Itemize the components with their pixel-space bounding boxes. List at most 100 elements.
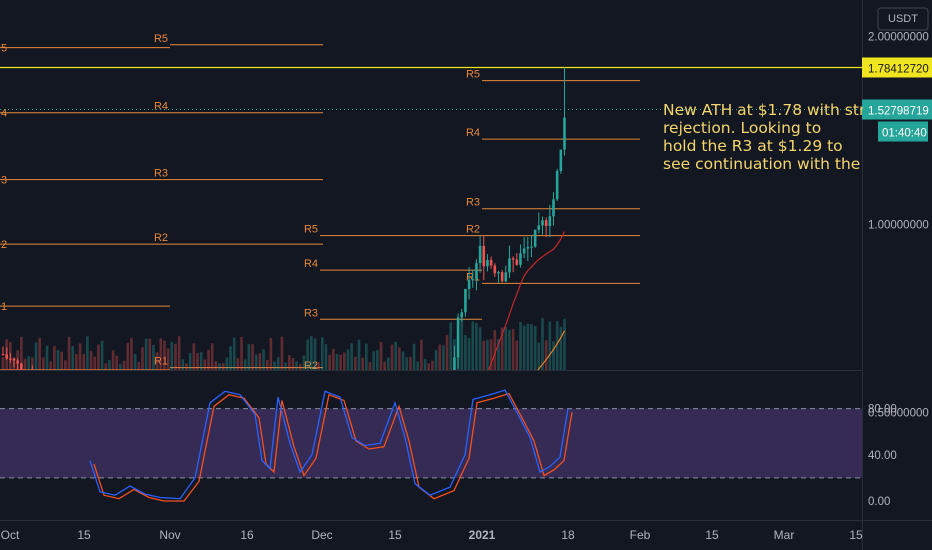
volume-bar xyxy=(192,343,196,370)
pivot-label-r3: R3 xyxy=(0,175,7,187)
volume-bar xyxy=(133,353,137,370)
candle xyxy=(163,482,166,506)
candle-body xyxy=(493,265,497,274)
volume-bar xyxy=(56,350,60,370)
volume-bar xyxy=(236,358,240,370)
candle-body xyxy=(226,537,229,547)
candle xyxy=(35,378,38,390)
volume-bar xyxy=(86,336,89,370)
candle-body xyxy=(222,543,225,548)
volume-bar xyxy=(434,350,438,370)
volume-bars xyxy=(1,318,566,370)
candle-body xyxy=(281,498,284,512)
volume-bar xyxy=(412,343,416,370)
candle-body xyxy=(559,149,563,171)
candle xyxy=(277,493,280,514)
volume-bar xyxy=(343,352,346,370)
volume-bar xyxy=(49,361,53,370)
candle-body xyxy=(233,527,236,532)
candle xyxy=(204,514,207,525)
candle xyxy=(193,501,196,533)
pivot-label-r2: R2 xyxy=(0,239,7,251)
volume-bar xyxy=(258,353,262,370)
candle-body xyxy=(211,536,214,543)
volume-bar xyxy=(328,354,331,370)
candle-body xyxy=(471,279,475,281)
pivot-set-dec: R5R4R3R2R1P xyxy=(304,224,482,370)
candle xyxy=(555,168,559,202)
pivot-label-r2: R2 xyxy=(154,232,168,244)
volume-bar xyxy=(262,349,265,370)
candle xyxy=(489,256,493,269)
pivot-label-r3: R3 xyxy=(154,168,168,180)
volume-bar xyxy=(504,327,508,370)
volume-bar xyxy=(508,329,511,370)
candle-body xyxy=(149,485,152,486)
volume-bar xyxy=(449,322,453,370)
candle xyxy=(262,504,265,531)
candle-body xyxy=(182,509,185,519)
candle-body xyxy=(464,288,467,313)
candle xyxy=(200,520,203,535)
candle-body xyxy=(522,248,526,254)
volume-bar xyxy=(53,345,56,370)
volume-bar xyxy=(97,344,100,370)
volume-bar xyxy=(467,338,471,370)
volume-bar xyxy=(372,351,375,370)
candle-body xyxy=(526,247,530,249)
volume-bar xyxy=(350,343,353,370)
pivot-set-oct: R5R4R3R2R1P xyxy=(0,43,170,370)
volume-bar xyxy=(460,318,464,370)
candle xyxy=(1,346,5,356)
candle-body xyxy=(504,272,508,282)
candle xyxy=(9,353,12,363)
candle xyxy=(42,378,45,405)
volume-bar xyxy=(207,349,210,370)
volume-bar xyxy=(302,355,306,370)
time-tick-label: 15 xyxy=(77,528,91,542)
candle-body xyxy=(9,358,12,360)
candle-body xyxy=(160,493,163,495)
candle-body xyxy=(42,390,45,399)
candle-body xyxy=(215,543,218,544)
volume-bar xyxy=(471,321,475,370)
volume-bar xyxy=(416,361,420,370)
candle xyxy=(211,536,214,544)
candle xyxy=(222,533,225,550)
candle xyxy=(215,535,218,550)
candle xyxy=(182,507,185,528)
volume-bar xyxy=(144,338,148,370)
candle xyxy=(237,521,240,528)
candle-body xyxy=(460,312,464,318)
candle xyxy=(24,372,27,396)
volume-bar xyxy=(387,357,390,370)
annotation-line-1: New ATH at $1.78 with strong xyxy=(663,101,863,119)
volume-bar xyxy=(519,321,522,370)
volume-bar xyxy=(324,344,328,370)
volume-bar xyxy=(119,363,122,370)
candle xyxy=(178,501,181,525)
volume-bar xyxy=(232,337,236,370)
candle-body xyxy=(31,379,34,388)
candle-body xyxy=(266,514,269,515)
candle xyxy=(270,503,273,527)
volume-bar xyxy=(254,354,258,370)
countdown-label: 01:40:40 xyxy=(882,128,927,140)
last-price-label: 1.52798719 xyxy=(868,106,929,118)
candle-body xyxy=(196,529,199,530)
candle-body xyxy=(12,358,16,361)
volume-bar xyxy=(445,334,449,370)
volume-bar xyxy=(42,357,45,370)
candle xyxy=(266,509,269,516)
candle xyxy=(475,259,478,291)
candle-body xyxy=(299,485,302,491)
volume-bar xyxy=(269,338,273,370)
volume-bar xyxy=(339,354,342,370)
candle-body xyxy=(552,199,555,217)
volume-bar xyxy=(111,350,115,370)
volume-bar xyxy=(45,345,49,370)
candle-body xyxy=(292,495,295,496)
pivot-label-r4: R4 xyxy=(154,101,168,113)
